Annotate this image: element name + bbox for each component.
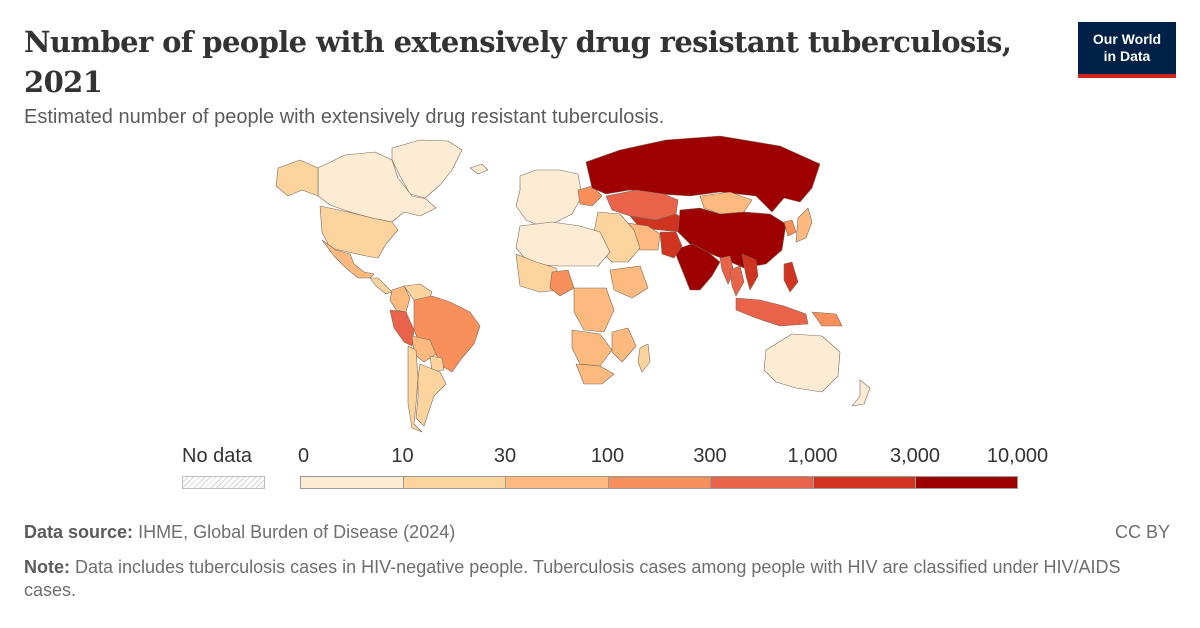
map-region-southern-africa[interactable] (571, 329, 613, 367)
map-region-ethiopia[interactable] (609, 265, 649, 299)
map-region-russia[interactable] (585, 135, 821, 213)
map-region-korea[interactable] (783, 219, 797, 237)
legend-tick-label: 0 (298, 445, 310, 467)
chart-subtitle: Estimated number of people with extensiv… (24, 106, 665, 128)
chart-note: Note: Data includes tuberculosis cases i… (24, 556, 1164, 602)
map-region-western-europe[interactable] (515, 169, 583, 227)
map-regions (275, 135, 871, 433)
map-region-dr-congo[interactable] (573, 287, 615, 333)
map-region-vietnam[interactable] (741, 253, 759, 291)
map-region-indonesia[interactable] (735, 297, 809, 327)
map-region-canada[interactable] (317, 151, 437, 223)
map-region-paraguay[interactable] (429, 355, 445, 373)
note-label: Note: (24, 557, 70, 577)
map-region-papua-new-guinea[interactable] (811, 311, 843, 327)
logo-line-1: Our World (1092, 31, 1162, 47)
map-region-ukraine[interactable] (577, 185, 603, 207)
map-region-chile[interactable] (407, 345, 423, 433)
map-region-south-africa[interactable] (575, 363, 615, 385)
note-text: Data includes tuberculosis cases in HIV-… (24, 557, 1121, 600)
legend-no-data-label: No data (182, 445, 253, 467)
map-region-argentina[interactable] (415, 363, 447, 427)
map-region-new-zealand[interactable] (851, 379, 871, 407)
owid-logo[interactable]: Our World in Data (1078, 22, 1176, 78)
map-region-japan[interactable] (795, 207, 813, 243)
legend-tick-label: 100 (590, 445, 625, 467)
legend-tick-label: 3,000 (889, 445, 941, 467)
legend: No data 0 10 30 100 300 1,000 3,000 10,000 (0, 440, 1200, 500)
map-region-thailand[interactable] (729, 265, 745, 297)
legend-tick-label: 1,000 (787, 445, 838, 467)
map-region-mozambique[interactable] (611, 327, 637, 363)
map-region-central-america[interactable] (369, 277, 393, 295)
map-region-madagascar[interactable] (637, 343, 651, 373)
map-region-india[interactable] (673, 243, 721, 291)
legend-bin-0-10[interactable] (300, 476, 403, 489)
legend-tick-label: 10,000 (986, 445, 1049, 467)
legend-tick-label: 30 (493, 445, 517, 467)
legend-tick-label: 10 (391, 445, 414, 467)
world-map (275, 135, 871, 433)
legend-bin-10-30[interactable] (402, 476, 505, 489)
map-region-alaska-usa[interactable] (275, 159, 319, 197)
license[interactable]: CC BY (1114, 522, 1170, 542)
map-region-philippines[interactable] (783, 261, 799, 293)
map-region-north-africa[interactable] (515, 221, 611, 267)
legend-no-data-swatch (182, 476, 265, 489)
map-region-iceland[interactable] (469, 163, 489, 175)
data-source-text[interactable]: IHME, Global Burden of Disease (2024) (138, 522, 456, 542)
legend-bin-30-100[interactable] (505, 476, 608, 489)
logo-line-2: in Data (1103, 48, 1151, 64)
map-region-peru[interactable] (389, 309, 415, 347)
legend-bin-300-1,000[interactable] (710, 476, 813, 489)
legend-bin-1,000-3,000[interactable] (812, 476, 915, 489)
map-region-australia[interactable] (763, 333, 841, 393)
chart-title: Number of people with extensively drug r… (24, 25, 1012, 99)
legend-bin-100-300[interactable] (607, 476, 710, 489)
data-source-label: Data source: (24, 522, 134, 542)
data-source: Data source: IHME, Global Burden of Dise… (24, 522, 455, 543)
legend-tick-label: 300 (693, 445, 727, 467)
legend-bin-3,000-10,000[interactable] (915, 476, 1018, 489)
map-region-greenland[interactable] (391, 139, 463, 199)
map-region-nigeria[interactable] (549, 269, 575, 297)
map-region-pakistan[interactable] (659, 231, 683, 259)
map-region-mexico[interactable] (321, 239, 375, 279)
